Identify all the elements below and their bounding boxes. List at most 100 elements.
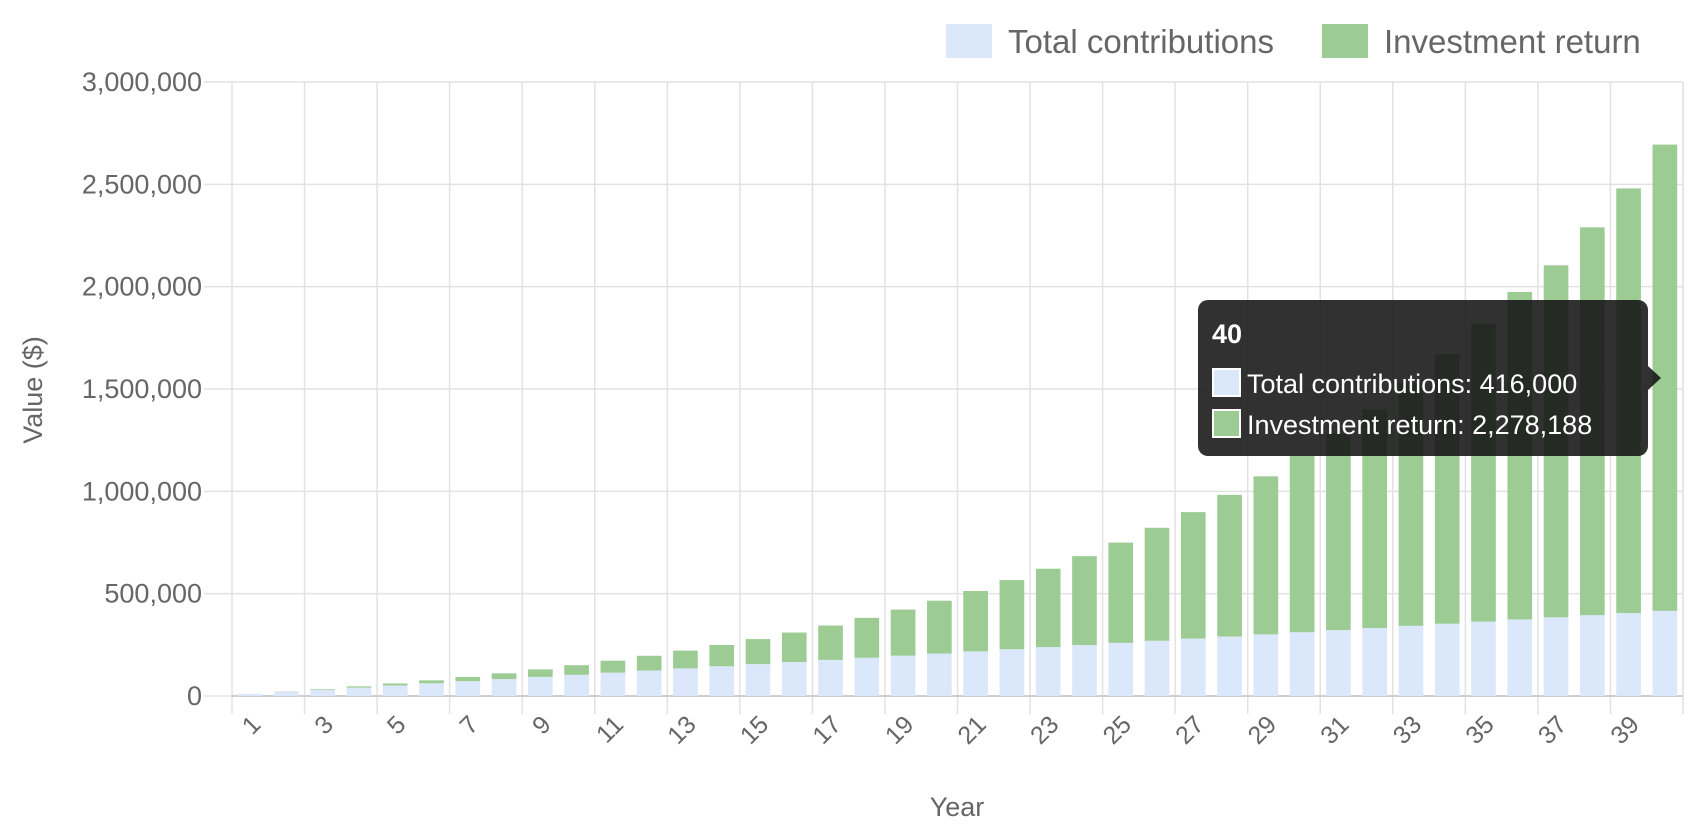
bar-total-contributions-year-26[interactable] [1144, 640, 1170, 696]
bar-investment-return-year-14[interactable] [709, 644, 735, 667]
bar-investment-return-year-3[interactable] [310, 689, 336, 690]
x-tick-label: 3 [309, 710, 339, 740]
x-tick-label: 9 [527, 710, 557, 740]
bar-investment-return-year-25[interactable] [1108, 542, 1134, 643]
bar-total-contributions-year-6[interactable] [419, 683, 444, 696]
bar-total-contributions-year-12[interactable] [636, 670, 662, 696]
legend-item-total-contributions[interactable]: Total contributions [946, 23, 1274, 60]
y-tick-label: 0 [187, 681, 202, 711]
bar-total-contributions-year-32[interactable] [1362, 627, 1387, 696]
x-tick-label: 23 [1025, 710, 1064, 749]
bar-total-contributions-year-2[interactable] [274, 691, 299, 696]
bar-investment-return-year-17[interactable] [818, 625, 843, 660]
bar-investment-return-year-8[interactable] [491, 673, 517, 680]
x-tick-label: 27 [1170, 710, 1209, 749]
bar-total-contributions-year-10[interactable] [564, 674, 589, 696]
bar-investment-return-year-11[interactable] [600, 660, 626, 673]
bar-total-contributions-year-21[interactable] [963, 651, 988, 696]
bar-investment-return-year-9[interactable] [528, 669, 553, 677]
y-axis-ticks: 0 500,000 1,000,000 1,500,000 2,000,000 2,500… [82, 67, 202, 711]
bar-total-contributions-year-30[interactable] [1289, 632, 1315, 696]
bar-investment-return-year-18[interactable] [854, 617, 880, 658]
bar-investment-return-year-26[interactable] [1144, 527, 1170, 641]
bar-investment-return-year-30[interactable] [1289, 455, 1315, 633]
x-tick-label: 11 [591, 710, 629, 748]
x-tick-label: 31 [1315, 710, 1354, 749]
bar-total-contributions-year-24[interactable] [1072, 644, 1097, 696]
bar-investment-return-year-4[interactable] [346, 686, 372, 688]
bar-total-contributions-year-7[interactable] [455, 681, 481, 696]
bars [237, 144, 1678, 696]
legend-swatch-total-contributions [946, 24, 992, 58]
tooltip: 40 Total contributions: 416,000 Investme… [1198, 300, 1661, 456]
y-tick-label: 3,000,000 [82, 67, 202, 97]
y-tick-label: 1,500,000 [82, 374, 202, 404]
tooltip-swatch-total-contributions [1212, 368, 1241, 397]
bar-investment-return-year-16[interactable] [781, 632, 807, 663]
bar-total-contributions-year-34[interactable] [1434, 623, 1460, 696]
bar-total-contributions-year-29[interactable] [1253, 634, 1279, 696]
bar-investment-return-year-28[interactable] [1217, 494, 1242, 637]
bar-total-contributions-year-28[interactable] [1217, 636, 1242, 696]
x-tick-label: 29 [1243, 710, 1282, 749]
x-axis-ticks: 1 3 5 7 9 11 13 15 17 19 21 23 25 27 29 31 33 35 37 39 [237, 710, 1645, 749]
bar-total-contributions-year-40[interactable] [1652, 610, 1678, 696]
bar-total-contributions-year-20[interactable] [927, 653, 952, 696]
bar-investment-return-year-23[interactable] [1035, 568, 1061, 648]
bar-investment-return-year-20[interactable] [927, 600, 952, 654]
bar-total-contributions-year-11[interactable] [600, 672, 626, 696]
bar-total-contributions-year-39[interactable] [1616, 613, 1641, 696]
bar-total-contributions-year-5[interactable] [382, 685, 408, 696]
bar-total-contributions-year-38[interactable] [1579, 615, 1605, 696]
bar-total-contributions-year-27[interactable] [1180, 638, 1206, 696]
x-tick-label: 19 [880, 710, 919, 749]
tooltip-box [1198, 300, 1648, 456]
bar-total-contributions-year-31[interactable] [1326, 630, 1351, 696]
bar-investment-return-year-10[interactable] [564, 665, 589, 675]
bar-total-contributions-year-16[interactable] [781, 662, 807, 696]
bar-investment-return-year-27[interactable] [1180, 512, 1206, 639]
legend-label-total-contributions: Total contributions [1008, 23, 1274, 60]
bar-total-contributions-year-36[interactable] [1507, 619, 1533, 696]
bar-total-contributions-year-23[interactable] [1035, 647, 1061, 696]
bar-total-contributions-year-17[interactable] [818, 659, 843, 696]
bar-investment-return-year-21[interactable] [963, 591, 988, 652]
bar-total-contributions-year-15[interactable] [745, 664, 771, 696]
x-tick-label: 33 [1388, 710, 1427, 749]
bar-total-contributions-year-33[interactable] [1398, 625, 1424, 696]
bar-investment-return-year-12[interactable] [636, 655, 662, 671]
y-tick-label: 1,000,000 [82, 476, 202, 506]
bar-investment-return-year-31[interactable] [1326, 433, 1351, 631]
bar-investment-return-year-19[interactable] [890, 609, 916, 656]
bar-total-contributions-year-14[interactable] [709, 666, 735, 696]
bar-investment-return-year-13[interactable] [673, 650, 698, 669]
bar-total-contributions-year-8[interactable] [491, 679, 517, 696]
tooltip-caret [1648, 366, 1661, 390]
bar-total-contributions-year-1[interactable] [237, 693, 263, 696]
bar-total-contributions-year-19[interactable] [890, 655, 916, 696]
bar-investment-return-year-29[interactable] [1253, 476, 1279, 635]
bar-total-contributions-year-35[interactable] [1471, 621, 1496, 696]
bar-investment-return-year-24[interactable] [1072, 556, 1097, 645]
x-tick-label: 1 [237, 710, 267, 740]
bar-investment-return-year-5[interactable] [382, 683, 408, 686]
bar-total-contributions-year-37[interactable] [1543, 617, 1569, 696]
bar-total-contributions-year-25[interactable] [1108, 642, 1134, 696]
y-tick-label: 2,000,000 [82, 272, 202, 302]
tooltip-line-total-contributions: Total contributions: 416,000 [1247, 369, 1577, 399]
tooltip-line-investment-return: Investment return: 2,278,188 [1247, 410, 1592, 440]
bar-total-contributions-year-18[interactable] [854, 657, 880, 696]
bar-total-contributions-year-9[interactable] [528, 676, 553, 696]
bar-total-contributions-year-22[interactable] [999, 649, 1025, 696]
bar-investment-return-year-7[interactable] [455, 676, 481, 682]
bar-total-contributions-year-3[interactable] [310, 689, 336, 696]
bar-investment-return-year-6[interactable] [419, 680, 444, 684]
y-tick-label: 2,500,000 [82, 169, 202, 199]
bar-investment-return-year-15[interactable] [745, 639, 771, 665]
bar-total-contributions-year-13[interactable] [673, 668, 698, 696]
legend[interactable]: Total contributions Investment return [946, 23, 1641, 60]
bar-investment-return-year-22[interactable] [999, 580, 1025, 650]
legend-item-investment-return[interactable]: Investment return [1322, 23, 1641, 60]
bar-total-contributions-year-4[interactable] [346, 687, 372, 696]
